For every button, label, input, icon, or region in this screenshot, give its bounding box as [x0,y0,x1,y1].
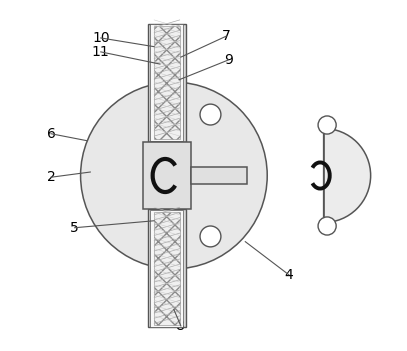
Text: 4: 4 [284,268,293,282]
Text: 5: 5 [70,221,79,235]
Circle shape [318,116,336,134]
Bar [148,208,186,327]
Bar [154,212,180,325]
Bar [151,24,184,141]
Circle shape [200,226,221,247]
Circle shape [318,217,336,235]
Bar [154,26,180,139]
Bar [151,210,184,327]
Circle shape [81,82,267,269]
Text: 9: 9 [224,53,233,67]
Bar [191,167,247,184]
Circle shape [200,104,221,125]
Bar [143,143,191,208]
Bar [148,24,186,143]
Text: 2: 2 [47,170,55,184]
Wedge shape [324,128,371,223]
Text: 6: 6 [46,127,55,141]
Text: 11: 11 [92,45,109,59]
Text: 8: 8 [176,319,185,333]
Text: 7: 7 [222,29,230,43]
Text: 10: 10 [92,31,109,45]
